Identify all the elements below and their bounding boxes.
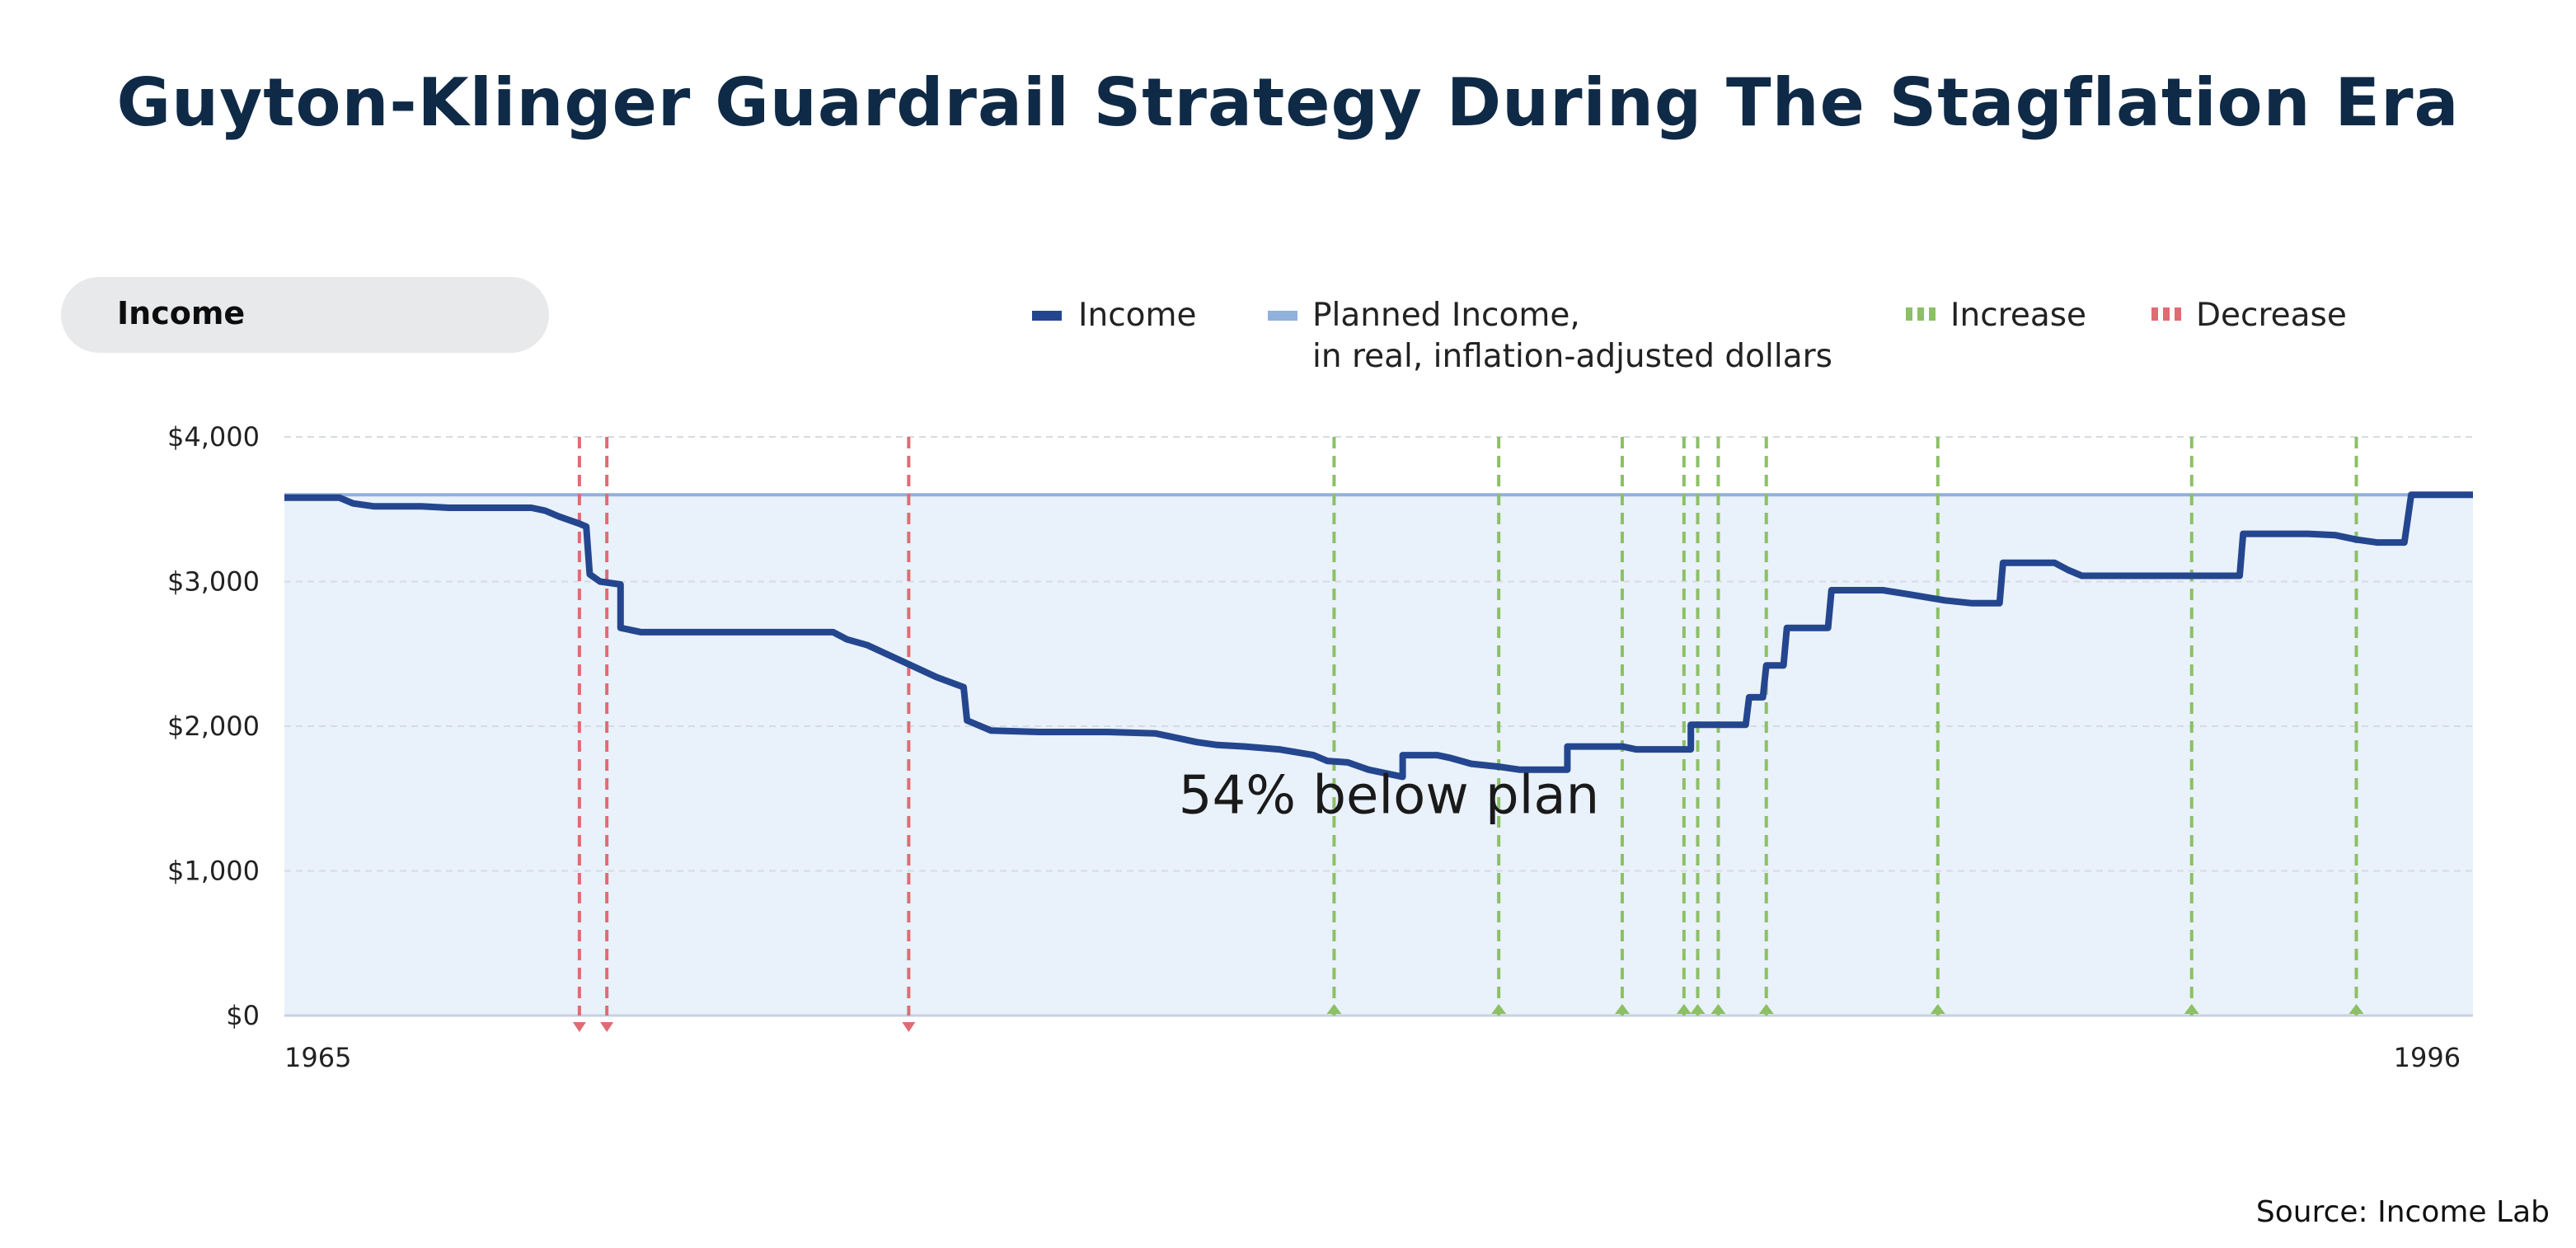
panel-tab[interactable]: Income (61, 277, 549, 353)
income-line (284, 491, 2473, 781)
increase-marker-arrow (1690, 1004, 1706, 1014)
y-tick-label: $1,000 (167, 856, 260, 887)
legend-swatch-income (1032, 311, 1062, 321)
increase-marker-arrow (1491, 1004, 1507, 1014)
increase-marker-arrow (1676, 1004, 1692, 1014)
increase-marker-arrow (1930, 1004, 1945, 1014)
legend-label-increase: Increase (1950, 297, 2087, 334)
increase-marker-arrow (1758, 1004, 1774, 1014)
increase-marker-arrow (2348, 1004, 2364, 1014)
legend-label-planned-subtitle: in real, inflation-adjusted dollars (1312, 338, 1832, 375)
legend-swatch-decrease (2151, 307, 2181, 321)
panel-tab-label: Income (117, 295, 246, 331)
y-tick-label: $0 (226, 1000, 260, 1031)
decrease-marker-arrow (572, 1022, 586, 1032)
legend-label-planned: Planned Income, (1312, 297, 1580, 334)
source-note: Source: Income Lab (2255, 1195, 2550, 1229)
legend-label-decrease: Decrease (2196, 297, 2347, 334)
increase-marker-arrow (1326, 1004, 1342, 1014)
y-tick-label: $3,000 (167, 566, 260, 598)
decrease-marker-arrow (902, 1022, 916, 1032)
increase-marker-arrow (2184, 1004, 2199, 1014)
chart-title: Guyton-Klinger Guardrail Strategy During… (116, 64, 2460, 141)
y-tick-label: $4,000 (167, 421, 260, 453)
increase-marker-arrow (1614, 1004, 1630, 1014)
x-tick-label: 1965 (284, 1042, 351, 1073)
y-tick-label: $2,000 (167, 711, 260, 742)
annotation-label: 54% below plan (1179, 765, 1599, 826)
legend-swatch-planned (1268, 311, 1297, 321)
decrease-marker-arrow (600, 1022, 614, 1032)
legend-label-income: Income (1078, 297, 1197, 334)
increase-marker-arrow (1710, 1004, 1726, 1014)
legend-swatch-increase (1906, 307, 1936, 321)
x-tick-label: 1996 (2394, 1042, 2461, 1073)
